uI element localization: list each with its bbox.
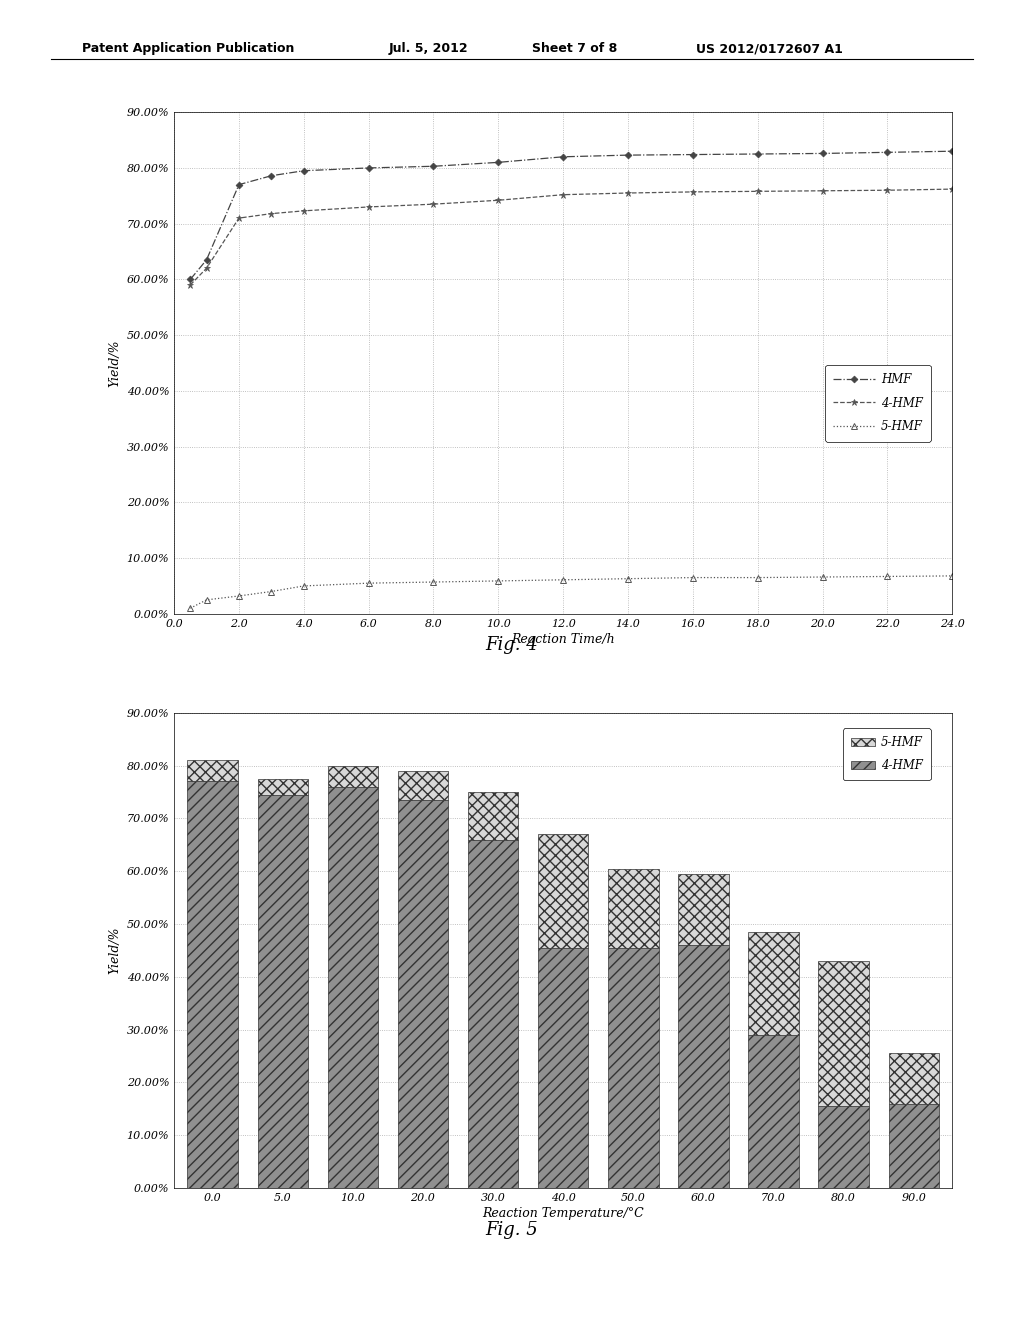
Legend: HMF, 4-HMF, 5-HMF: HMF, 4-HMF, 5-HMF xyxy=(825,364,931,441)
Text: Jul. 5, 2012: Jul. 5, 2012 xyxy=(389,42,469,55)
Line: HMF: HMF xyxy=(187,149,954,282)
X-axis label: Reaction Time/h: Reaction Time/h xyxy=(511,632,615,645)
4-HMF xyxy=(265,206,278,222)
Line: 4-HMF: 4-HMF xyxy=(186,186,955,289)
HMF xyxy=(946,144,958,160)
Bar xyxy=(538,948,589,1188)
Text: Fig. 5: Fig. 5 xyxy=(485,1221,539,1239)
5-HMF xyxy=(687,570,699,586)
Text: Patent Application Publication: Patent Application Publication xyxy=(82,42,294,55)
5-HMF xyxy=(946,568,958,583)
Bar xyxy=(257,795,308,1188)
Bar xyxy=(608,869,658,948)
Bar xyxy=(397,800,449,1188)
HMF xyxy=(201,252,213,268)
HMF xyxy=(557,149,569,165)
Bar xyxy=(678,874,729,945)
HMF xyxy=(184,272,197,288)
Bar xyxy=(257,779,308,795)
4-HMF xyxy=(882,182,894,198)
4-HMF xyxy=(816,183,828,199)
Text: Fig. 4: Fig. 4 xyxy=(485,636,539,655)
X-axis label: Reaction Temperature/°C: Reaction Temperature/°C xyxy=(482,1206,644,1220)
5-HMF xyxy=(493,573,505,589)
5-HMF xyxy=(882,569,894,585)
Bar xyxy=(328,787,378,1188)
Bar xyxy=(818,961,869,1106)
Bar xyxy=(889,1053,939,1104)
4-HMF xyxy=(752,183,764,199)
Line: 5-HMF: 5-HMF xyxy=(187,573,955,611)
Bar xyxy=(397,771,449,800)
4-HMF xyxy=(232,210,245,226)
Y-axis label: Yield/%: Yield/% xyxy=(109,927,121,974)
Bar xyxy=(608,948,658,1188)
4-HMF xyxy=(298,203,310,219)
4-HMF xyxy=(557,186,569,202)
Bar xyxy=(749,932,799,1035)
5-HMF xyxy=(362,576,375,591)
Bar xyxy=(187,781,238,1188)
HMF xyxy=(752,147,764,162)
HMF xyxy=(298,162,310,178)
4-HMF xyxy=(427,197,439,213)
Bar xyxy=(749,1035,799,1188)
Bar xyxy=(468,792,518,840)
5-HMF xyxy=(427,574,439,590)
4-HMF xyxy=(622,185,634,201)
HMF xyxy=(493,154,505,170)
HMF xyxy=(362,160,375,176)
Bar xyxy=(538,834,589,948)
HMF xyxy=(687,147,699,162)
HMF xyxy=(427,158,439,174)
5-HMF xyxy=(816,569,828,585)
5-HMF xyxy=(752,570,764,586)
5-HMF xyxy=(201,591,213,607)
HMF xyxy=(882,144,894,160)
Text: US 2012/0172607 A1: US 2012/0172607 A1 xyxy=(696,42,843,55)
4-HMF xyxy=(493,193,505,209)
HMF xyxy=(816,145,828,161)
4-HMF xyxy=(201,260,213,276)
5-HMF xyxy=(298,578,310,594)
4-HMF xyxy=(362,199,375,215)
HMF xyxy=(232,177,245,193)
Bar xyxy=(889,1104,939,1188)
Bar xyxy=(187,760,238,781)
4-HMF xyxy=(946,181,958,197)
Y-axis label: Yield/%: Yield/% xyxy=(109,339,121,387)
5-HMF xyxy=(265,583,278,599)
5-HMF xyxy=(232,587,245,603)
5-HMF xyxy=(557,572,569,587)
Bar xyxy=(678,945,729,1188)
5-HMF xyxy=(622,570,634,586)
Bar xyxy=(328,766,378,787)
Bar xyxy=(818,1106,869,1188)
4-HMF xyxy=(184,277,197,293)
Legend: 5-HMF, 4-HMF: 5-HMF, 4-HMF xyxy=(843,729,931,780)
Text: Sheet 7 of 8: Sheet 7 of 8 xyxy=(532,42,617,55)
4-HMF xyxy=(687,183,699,199)
HMF xyxy=(265,168,278,183)
5-HMF xyxy=(184,601,197,616)
HMF xyxy=(622,148,634,164)
Bar xyxy=(468,840,518,1188)
